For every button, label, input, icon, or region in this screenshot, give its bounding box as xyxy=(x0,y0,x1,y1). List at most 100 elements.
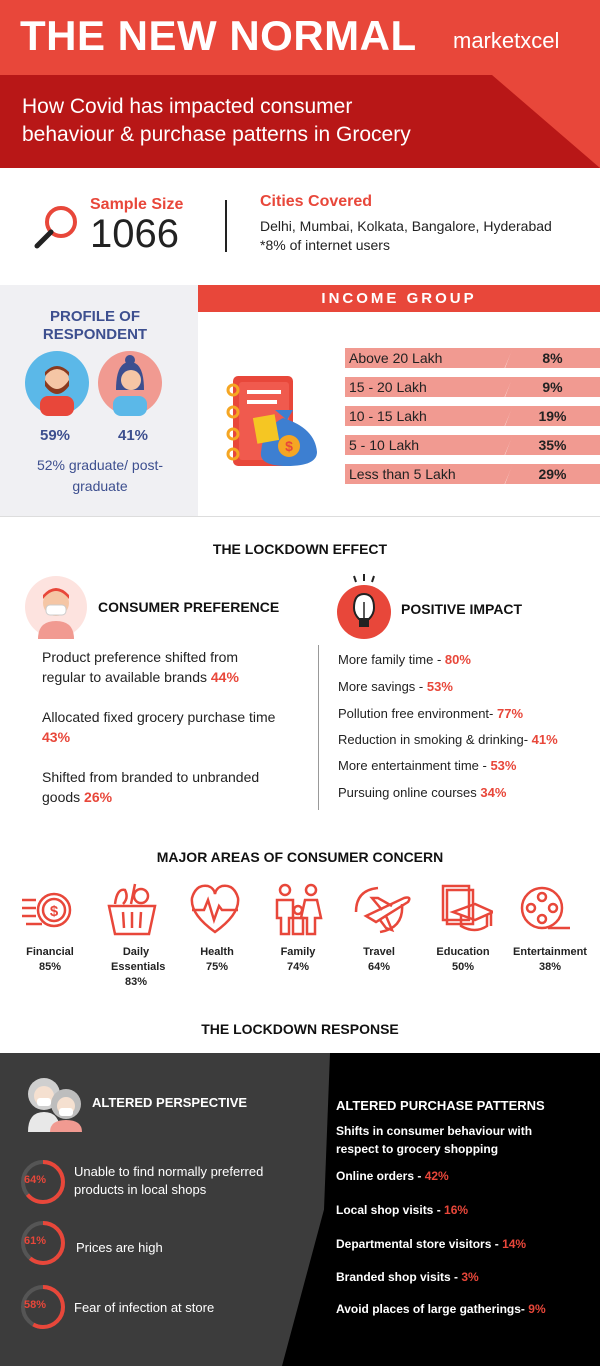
income-value: 9% xyxy=(505,377,600,397)
concern-item: Health 75% xyxy=(175,945,259,975)
pattern-text: Departmental store visitors - xyxy=(336,1237,503,1251)
purchase-patterns-subtitle: Shifts in consumer behaviour with respec… xyxy=(336,1124,533,1156)
lockdown-response-title: THE LOCKDOWN RESPONSE xyxy=(201,1021,399,1037)
concern-label: Family xyxy=(280,946,316,958)
pattern-text: Branded shop visits - xyxy=(336,1270,462,1284)
pattern-text: Local shop visits - xyxy=(336,1203,445,1217)
pattern-item: Online orders - 42% xyxy=(336,1169,449,1183)
graduation-cap-icon xyxy=(441,884,493,932)
impact-item: Pollution free environment- 77% xyxy=(338,706,523,721)
pattern-value: 3% xyxy=(461,1270,479,1284)
concern-value: 83% xyxy=(124,976,148,988)
concern-label: Daily Essentials xyxy=(111,946,166,973)
perspective-text: Prices are high xyxy=(76,1240,163,1255)
family-icon xyxy=(275,883,323,936)
income-value: 35% xyxy=(505,435,600,455)
male-avatar-icon xyxy=(25,351,89,416)
film-reel-icon xyxy=(520,886,570,930)
svg-text:$: $ xyxy=(285,438,293,454)
income-label: Less than 5 Lakh xyxy=(345,464,513,484)
magnifier-icon xyxy=(34,206,77,249)
preference-value: 44% xyxy=(210,669,239,685)
grocery-basket-icon xyxy=(107,883,157,936)
pattern-item: Local shop visits - 16% xyxy=(336,1203,468,1217)
concern-item: Entertainment 38% xyxy=(505,945,595,975)
concern-value: 38% xyxy=(538,961,562,973)
profile-title: PROFILE OF RESPONDENT xyxy=(42,308,148,343)
education-stat: 52% graduate/ post-graduate xyxy=(36,457,164,494)
consumer-preference-title: CONSUMER PREFERENCE xyxy=(98,599,280,615)
concern-label: Education xyxy=(436,946,490,958)
income-label: 15 - 20 Lakh xyxy=(345,377,513,397)
lockdown-effect-title: THE LOCKDOWN EFFECT xyxy=(212,541,388,557)
preference-text: Allocated fixed grocery purchase time xyxy=(42,709,276,725)
perspective-value: 64% xyxy=(24,1174,47,1186)
preference-item: Product preference shifted from regular … xyxy=(42,647,282,687)
concern-item: Financial 85% xyxy=(8,945,92,975)
impact-value: 34% xyxy=(480,785,507,800)
brand-logo: marketxcel xyxy=(453,28,560,53)
impact-text: More family time - xyxy=(338,652,445,667)
progress-ring xyxy=(21,1285,65,1329)
lightbulb-icon xyxy=(337,574,391,639)
pattern-value: 14% xyxy=(502,1237,527,1251)
pattern-item: Avoid places of large gatherings- 9% xyxy=(336,1302,546,1316)
impact-item: Pursuing online courses 34% xyxy=(338,785,506,800)
pattern-value: 16% xyxy=(444,1203,469,1217)
concern-value: 64% xyxy=(367,961,391,973)
concern-item: Family 74% xyxy=(256,945,340,975)
female-avatar-icon xyxy=(98,351,162,416)
positive-impact-title: POSITIVE IMPACT xyxy=(401,601,523,617)
cities-covered-label: Cities Covered xyxy=(260,193,373,210)
concern-item: Daily Essentials 83% xyxy=(93,945,179,990)
impact-value: 53% xyxy=(426,679,453,694)
impact-value: 41% xyxy=(531,732,558,747)
concern-value: 85% xyxy=(38,961,62,973)
perspective-value: 61% xyxy=(24,1235,47,1247)
concern-item: Education 50% xyxy=(421,945,505,975)
header-subtitle-band xyxy=(0,75,600,168)
impact-value: 77% xyxy=(496,706,524,721)
impact-text: More savings - xyxy=(338,679,427,694)
progress-ring xyxy=(21,1221,65,1265)
sample-size-label: Sample Size xyxy=(90,196,184,213)
sample-size-value: 1066 xyxy=(90,212,179,256)
income-value: 8% xyxy=(505,348,600,368)
income-value: 29% xyxy=(505,464,600,484)
concern-value: 75% xyxy=(205,961,229,973)
impact-value: 80% xyxy=(444,652,471,667)
page-title: THE NEW NORMAL xyxy=(20,12,417,59)
impact-item: More entertainment time - 53% xyxy=(338,758,516,773)
impact-item: More savings - 53% xyxy=(338,679,453,694)
concern-value: 50% xyxy=(451,961,475,973)
pattern-value: 9% xyxy=(528,1302,546,1316)
money-notebook-icon: $ xyxy=(226,376,317,466)
impact-text: Pursuing online courses xyxy=(338,785,481,800)
heartbeat-icon xyxy=(190,884,240,934)
divider xyxy=(225,200,227,252)
svg-text:$: $ xyxy=(50,903,59,920)
female-percentage: 41% xyxy=(118,427,149,444)
pattern-text: Online orders - xyxy=(336,1169,425,1183)
airplane-icon xyxy=(354,886,411,934)
perspective-value: 58% xyxy=(24,1299,47,1311)
concern-item: Travel 64% xyxy=(337,945,421,975)
concern-label: Health xyxy=(200,946,234,958)
dollar-coin-icon: $ xyxy=(22,892,72,928)
pattern-item: Branded shop visits - 3% xyxy=(336,1270,479,1284)
concern-label: Entertainment xyxy=(513,946,587,958)
income-group-header: INCOME GROUP xyxy=(198,285,600,312)
preference-value: 43% xyxy=(42,729,71,745)
cities-note: *8% of internet users xyxy=(260,237,390,253)
page-subtitle: How Covid has impacted consumer behaviou… xyxy=(22,95,411,146)
preference-item: Shifted from branded to unbranded goods … xyxy=(42,767,282,807)
concern-label: Financial xyxy=(26,946,74,958)
male-percentage: 59% xyxy=(40,427,71,444)
pattern-value: 42% xyxy=(424,1169,449,1183)
impact-text: Reduction in smoking & drinking- xyxy=(338,732,532,747)
elderly-couple-icon xyxy=(28,1078,82,1132)
progress-ring xyxy=(21,1160,65,1204)
concern-label: Travel xyxy=(363,946,395,958)
purchase-patterns-title: ALTERED PURCHASE PATTERNS xyxy=(336,1098,545,1113)
column-divider xyxy=(318,645,319,810)
